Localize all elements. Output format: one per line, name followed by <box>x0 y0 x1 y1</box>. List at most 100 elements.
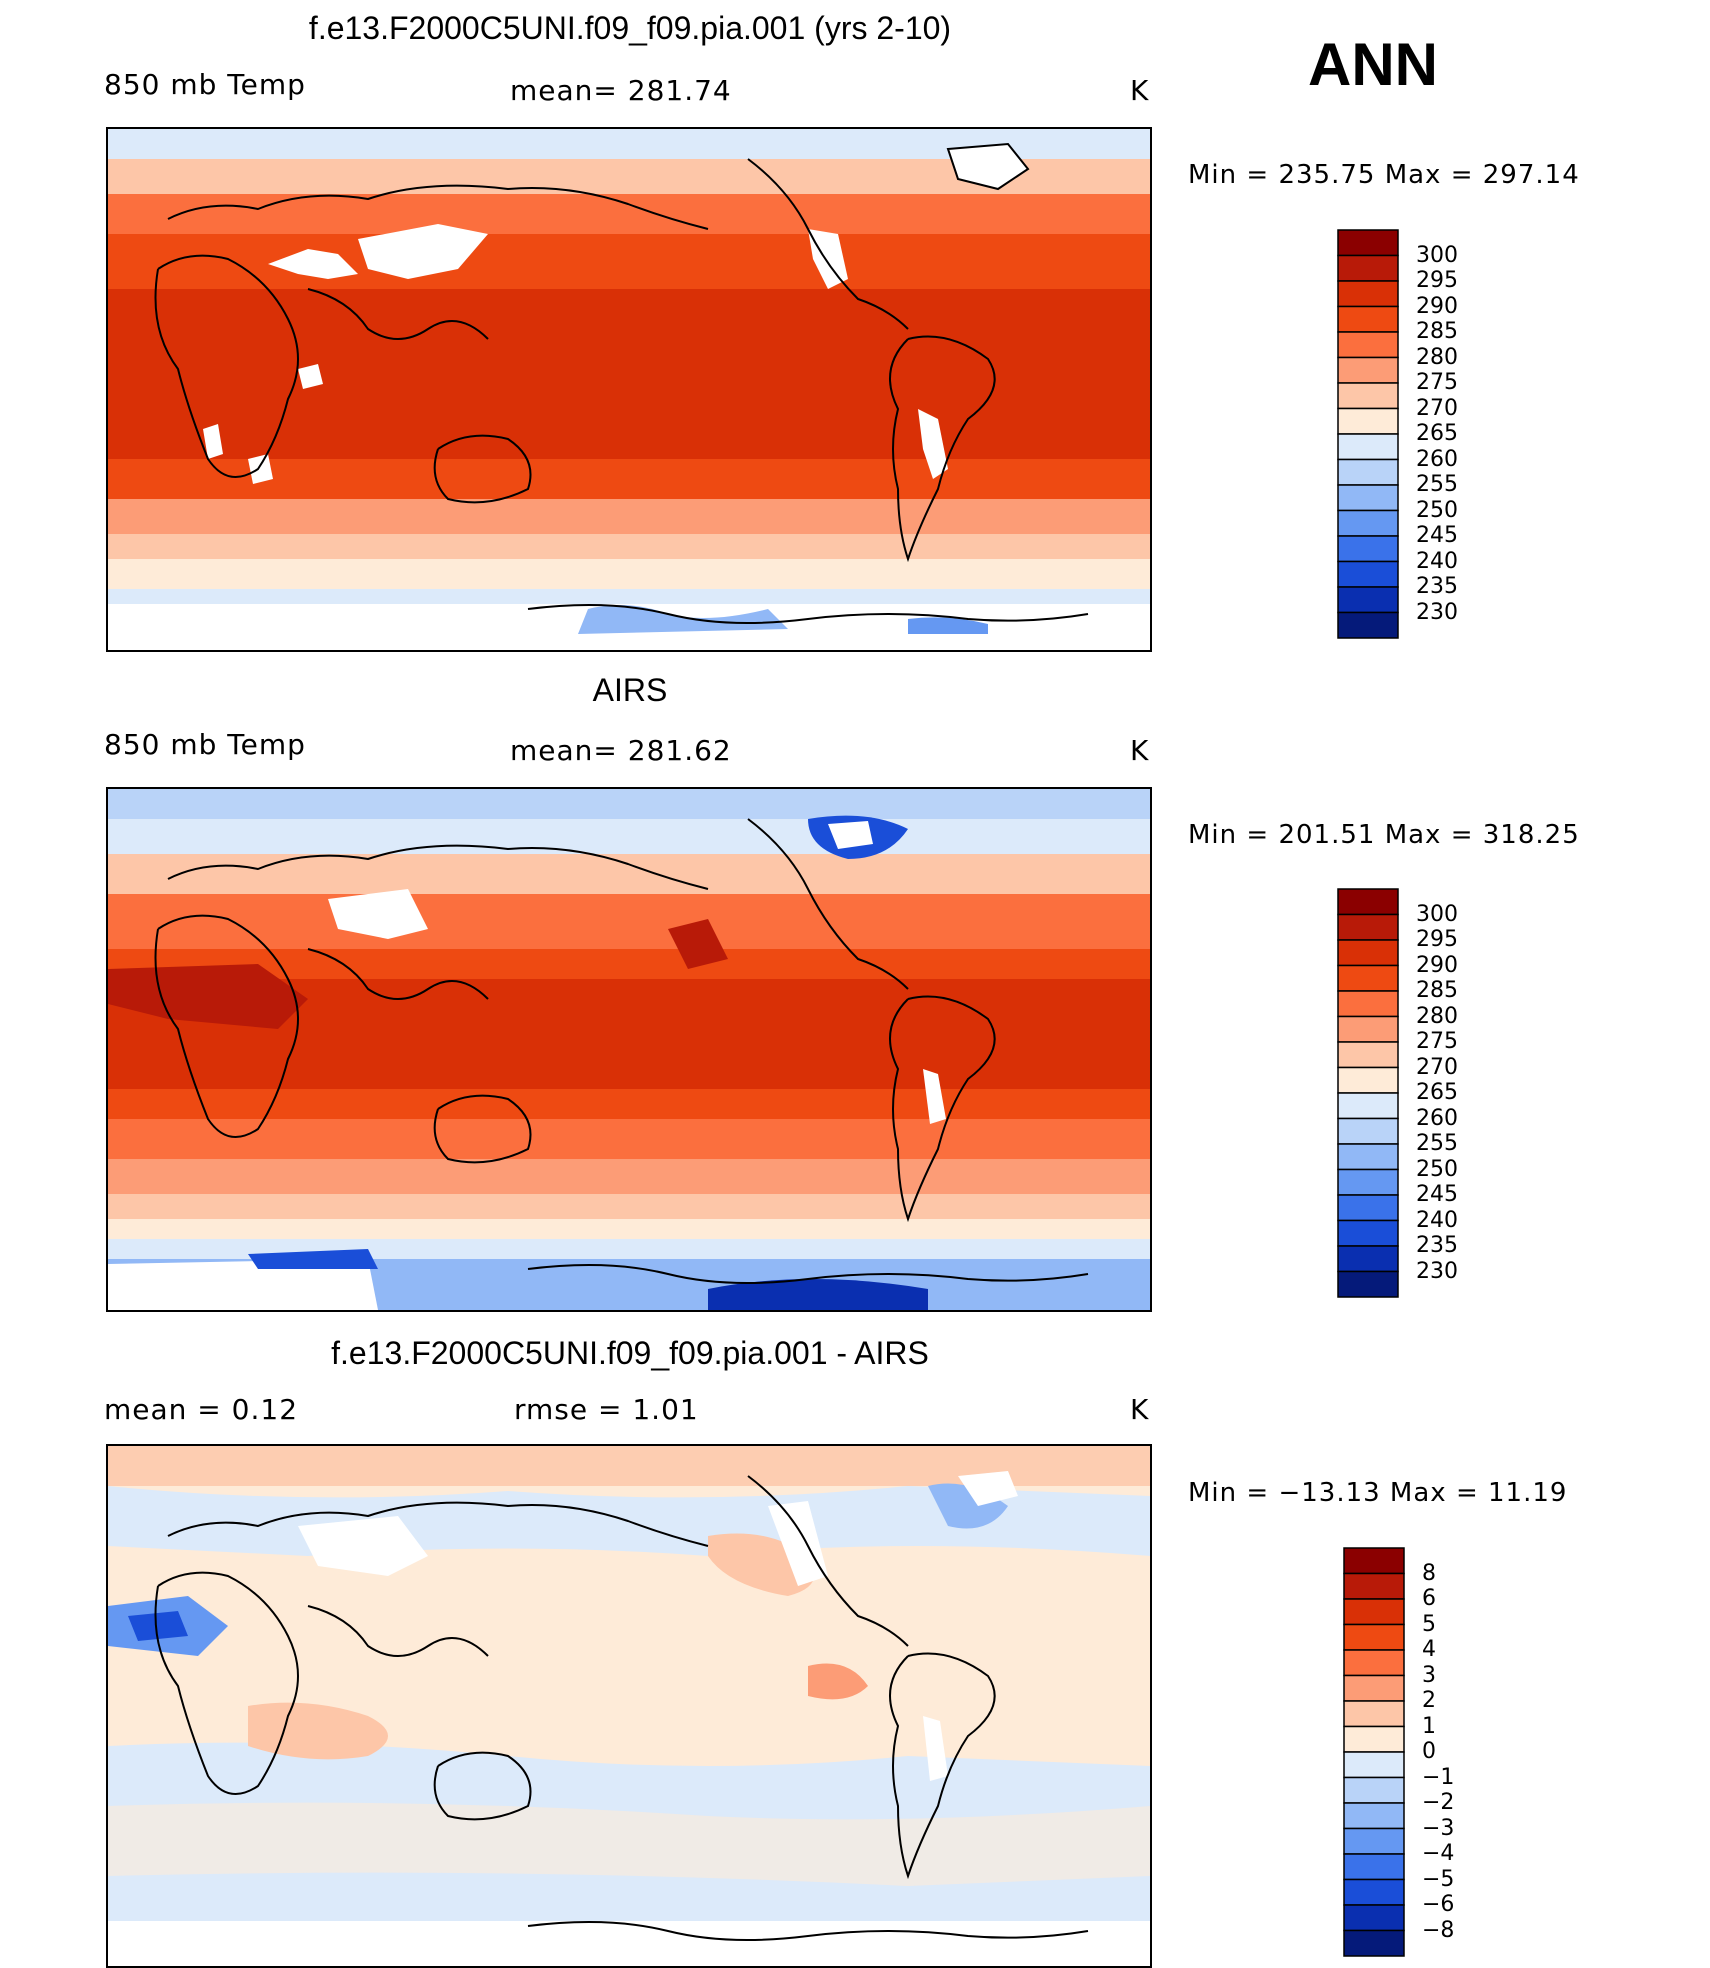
panel-minmax-diff: Min = −13.13 Max = 11.19 <box>1188 1478 1568 1508</box>
colorbar-tick-label: 255 <box>1416 472 1458 497</box>
colorbar-swatch <box>1337 888 1399 916</box>
colorbar-swatch <box>1343 1776 1405 1804</box>
colorbar-tick-label: −8 <box>1422 1917 1455 1943</box>
map-obs <box>106 787 1152 1312</box>
colorbar-swatch <box>1337 356 1399 384</box>
colorbar-tick-label: 245 <box>1416 1182 1458 1207</box>
colorbar-swatch <box>1337 509 1399 537</box>
panel-units-obs: K <box>1130 734 1150 767</box>
colorbar-tick-label: 3 <box>1422 1662 1436 1688</box>
panel-units-model: K <box>1130 74 1150 107</box>
panel-mean-obs: mean= 281.62 <box>510 734 732 767</box>
colorbar-swatch <box>1337 280 1399 308</box>
colorbar-tick-label: 230 <box>1416 599 1458 625</box>
colorbar-tick-label: 275 <box>1416 1029 1458 1054</box>
colorbar-tick-label: 5 <box>1422 1611 1436 1637</box>
colorbar-swatch <box>1337 1117 1399 1145</box>
colorbar-tick-label: 300 <box>1416 901 1458 927</box>
colorbar-tick-label: −5 <box>1422 1866 1455 1892</box>
map-diff-field <box>108 1446 1150 1966</box>
panel-minmax-obs: Min = 201.51 Max = 318.25 <box>1188 820 1580 850</box>
colorbar-tick-label: 300 <box>1416 242 1458 268</box>
colorbar-swatch <box>1337 964 1399 992</box>
colorbar-swatch <box>1337 254 1399 282</box>
colorbar-tick-label: 6 <box>1422 1586 1436 1611</box>
colorbar-swatch <box>1337 1015 1399 1043</box>
panel-title-model: f.e13.F2000C5UNI.f09_f09.pia.001 (yrs 2-… <box>308 10 952 46</box>
colorbar-tick-label: 1 <box>1422 1713 1436 1739</box>
colorbar-tick-label: 295 <box>1416 268 1458 293</box>
colorbar-tick-label: 250 <box>1416 497 1458 523</box>
map-obs-field <box>108 789 1150 1310</box>
colorbar-tick-label: 230 <box>1416 1258 1458 1284</box>
colorbar-swatch <box>1337 560 1399 588</box>
colorbar-tick-label: 290 <box>1416 293 1458 319</box>
colorbar-swatch <box>1337 939 1399 967</box>
colorbar-diff-swatches <box>1343 1547 1405 1957</box>
colorbar-swatch <box>1337 913 1399 941</box>
colorbar-swatch <box>1343 1700 1405 1728</box>
colorbar-swatch <box>1343 1649 1405 1677</box>
colorbar-tick-label: 240 <box>1416 1207 1458 1233</box>
map-model <box>106 127 1152 652</box>
colorbar-tick-label: 235 <box>1416 1233 1458 1258</box>
colorbar-swatch <box>1343 1751 1405 1779</box>
colorbar-tick-label: 285 <box>1416 319 1458 344</box>
map-diff <box>106 1444 1152 1968</box>
colorbar-tick-label: −1 <box>1422 1764 1455 1790</box>
colorbar-tick-label: 280 <box>1416 1003 1458 1029</box>
colorbar-tick-label: 255 <box>1416 1131 1458 1156</box>
colorbar-model: 300 295 290 285 280 275 270 265 260 255 250 245 240 2… <box>1336 228 1458 645</box>
colorbar-obs: 300 295 290 285 280 275 270 265 260 255 250 245 240 2… <box>1336 887 1458 1304</box>
colorbar-swatch <box>1337 1245 1399 1273</box>
colorbar-swatch <box>1337 229 1399 257</box>
colorbar-tick-label: 0 <box>1422 1739 1436 1764</box>
colorbar-swatch <box>1343 1674 1405 1702</box>
colorbar-tick-label: −4 <box>1422 1841 1455 1866</box>
panel-mean-diff: mean = 0.12 <box>104 1393 299 1426</box>
colorbar-tick-label: −2 <box>1422 1790 1455 1815</box>
colorbar-swatch <box>1343 1878 1405 1906</box>
colorbar-swatch <box>1337 586 1399 614</box>
panel-minmax-model: Min = 235.75 Max = 297.14 <box>1188 160 1580 190</box>
colorbar-swatch <box>1343 1904 1405 1932</box>
colorbar-swatch <box>1337 611 1399 639</box>
colorbar-swatch <box>1343 1802 1405 1830</box>
colorbar-swatch <box>1337 1041 1399 1069</box>
colorbar-swatch <box>1337 1194 1399 1222</box>
colorbar-tick-label: 260 <box>1416 446 1458 472</box>
colorbar-swatch <box>1337 1092 1399 1120</box>
colorbar-swatch <box>1337 484 1399 512</box>
colorbar-swatch <box>1337 1219 1399 1247</box>
colorbar-model-swatches <box>1337 229 1399 639</box>
colorbar-swatch <box>1337 990 1399 1018</box>
colorbar-tick-label: 4 <box>1422 1637 1436 1662</box>
panel-field-label-model: 850 mb Temp <box>104 68 306 101</box>
colorbar-swatch <box>1343 1572 1405 1600</box>
colorbar-tick-label: 295 <box>1416 927 1458 952</box>
colorbar-tick-label: 285 <box>1416 978 1458 1003</box>
panel-title-diff: f.e13.F2000C5UNI.f09_f09.pia.001 - AIRS <box>331 1335 929 1371</box>
panel-rmse-diff: rmse = 1.01 <box>514 1393 699 1426</box>
colorbar-tick-label: 270 <box>1416 1054 1458 1080</box>
colorbar-swatch <box>1343 1827 1405 1855</box>
colorbar-swatch <box>1337 1168 1399 1196</box>
colorbar-tick-label: 290 <box>1416 952 1458 978</box>
colorbar-tick-label: 260 <box>1416 1105 1458 1131</box>
colorbar-tick-label: 2 <box>1422 1688 1436 1713</box>
colorbar-tick-label: 270 <box>1416 395 1458 421</box>
panel-title-obs: AIRS <box>592 672 668 708</box>
season-label: ANN <box>1308 31 1438 98</box>
panel-mean-model: mean= 281.74 <box>510 74 732 107</box>
colorbar-swatch <box>1343 1929 1405 1957</box>
panel-units-diff: K <box>1130 1393 1150 1426</box>
colorbar-swatch <box>1337 458 1399 486</box>
colorbar-swatch <box>1337 1143 1399 1171</box>
colorbar-swatch <box>1343 1853 1405 1881</box>
colorbar-tick-label: 265 <box>1416 421 1458 446</box>
colorbar-tick-label: 275 <box>1416 370 1458 395</box>
colorbar-swatch <box>1343 1598 1405 1626</box>
panel-field-label-obs: 850 mb Temp <box>104 728 306 761</box>
colorbar-tick-label: −6 <box>1422 1892 1455 1917</box>
colorbar-swatch <box>1337 305 1399 333</box>
